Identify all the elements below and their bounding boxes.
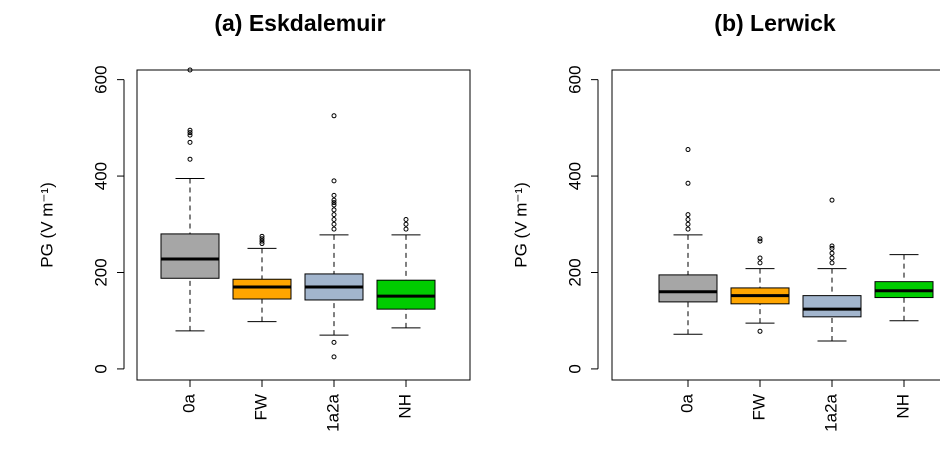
- y-tick-label: 200: [91, 258, 110, 286]
- outlier: [829, 260, 835, 266]
- y-tick-label: 600: [565, 65, 584, 93]
- outlier: [187, 127, 193, 133]
- outlier: [829, 245, 835, 251]
- outlier: [259, 233, 265, 239]
- outlier: [403, 216, 409, 222]
- plot-frame: [136, 69, 471, 381]
- outlier: [331, 226, 337, 232]
- outlier: [187, 156, 193, 162]
- outlier: [757, 236, 763, 242]
- x-tick-label: 1a2a: [323, 393, 342, 431]
- outlier: [829, 197, 835, 203]
- outlier: [829, 243, 835, 249]
- outlier: [685, 180, 691, 186]
- x-tick-label: 0a: [179, 393, 198, 412]
- outlier: [829, 250, 835, 256]
- outlier: [331, 192, 337, 198]
- y-axis-label: PG (V m⁻¹): [37, 182, 56, 267]
- outlier: [331, 113, 337, 119]
- outlier: [331, 216, 337, 222]
- outlier: [685, 226, 691, 232]
- y-tick-label: 400: [91, 162, 110, 190]
- chart-title: (a) Eskdalemuir: [214, 10, 385, 36]
- y-tick-label: 0: [91, 364, 110, 373]
- plot-frame: [611, 69, 940, 381]
- x-tick-label: 1a2a: [821, 393, 840, 431]
- y-tick-label: 600: [91, 65, 110, 93]
- outlier: [403, 221, 409, 227]
- x-tick-label: FW: [251, 394, 270, 420]
- outlier: [259, 241, 265, 247]
- x-tick-label: NH: [893, 394, 912, 419]
- outlier: [331, 212, 337, 218]
- outlier: [685, 147, 691, 153]
- outlier: [331, 178, 337, 184]
- chart-title: (b) Lerwick: [714, 10, 836, 36]
- outlier: [259, 236, 265, 242]
- outlier: [259, 238, 265, 244]
- outlier: [331, 221, 337, 227]
- y-axis-label: PG (V m⁻¹): [511, 182, 530, 267]
- outlier: [685, 216, 691, 222]
- outlier: [403, 226, 409, 232]
- outlier: [187, 67, 193, 73]
- outlier: [187, 130, 193, 136]
- y-tick-label: 200: [565, 258, 584, 286]
- y-tick-label: 0: [565, 364, 584, 373]
- outlier: [187, 132, 193, 138]
- outlier: [757, 328, 763, 334]
- outlier: [685, 221, 691, 227]
- x-tick-label: FW: [749, 394, 768, 420]
- outlier: [829, 255, 835, 261]
- outlier: [331, 207, 337, 213]
- outlier: [331, 197, 337, 203]
- outlier: [685, 212, 691, 218]
- x-tick-label: NH: [395, 394, 414, 419]
- outlier: [757, 260, 763, 266]
- outlier: [757, 255, 763, 261]
- box: [232, 278, 292, 300]
- x-tick-label: 0a: [677, 393, 696, 412]
- box: [160, 233, 220, 279]
- outlier: [331, 200, 337, 206]
- y-tick-label: 400: [565, 162, 584, 190]
- outlier: [757, 238, 763, 244]
- outlier: [187, 139, 193, 145]
- box: [802, 295, 862, 318]
- outlier: [331, 202, 337, 208]
- box: [658, 274, 718, 303]
- outlier: [331, 354, 337, 360]
- outlier: [331, 339, 337, 345]
